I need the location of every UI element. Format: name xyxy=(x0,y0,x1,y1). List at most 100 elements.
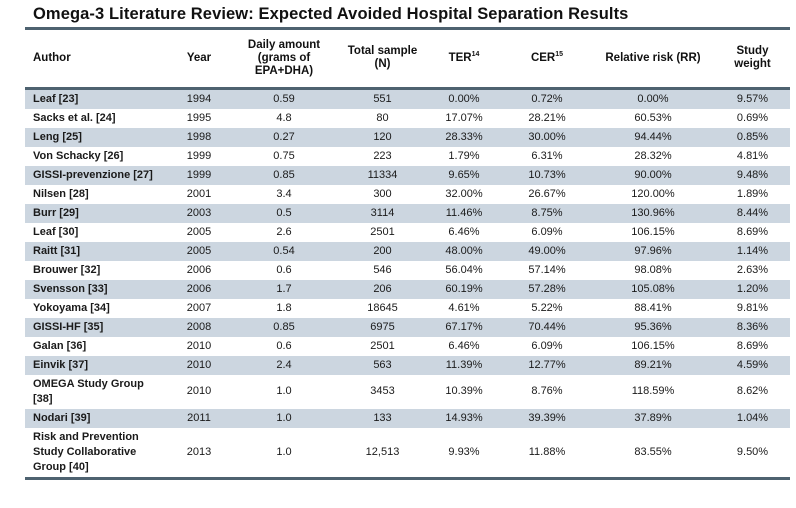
cell-study-weight: 8.36% xyxy=(736,320,769,333)
cell-daily-amount: 1.7 xyxy=(276,282,292,295)
cell-author: Leaf [30] xyxy=(33,225,79,238)
cell-study-weight: 1.04% xyxy=(736,411,769,424)
cell-relative-risk: 118.59% xyxy=(631,385,675,397)
cell-total-sample: 563 xyxy=(373,358,392,371)
column-header-daily-amount: Daily amount (grams of EPA+DHA) xyxy=(228,30,340,88)
cell-author: Burr [29] xyxy=(33,206,79,219)
column-header-label: Year xyxy=(186,51,212,64)
cell-year: 1998 xyxy=(186,130,212,143)
cell-author: Yokoyama [34] xyxy=(33,301,110,314)
table-row: Raitt [31] 2005 0.54 200 48.00% 49.00% 97.96% 1… xyxy=(25,241,790,261)
cell-daily-amount: 1.0 xyxy=(276,385,292,397)
column-header-label: Study weight xyxy=(734,45,771,71)
cell-relative-risk: 90.00% xyxy=(634,168,672,181)
cell-ter: 6.46% xyxy=(448,225,480,238)
table-row: Brouwer [32] 2006 0.6 546 56.04% 57.14% 98.08%… xyxy=(25,261,790,280)
cell-year: 2005 xyxy=(186,225,212,238)
cell-total-sample: 120 xyxy=(373,130,392,143)
column-header-label: CER xyxy=(530,51,556,64)
page-title: Omega-3 Literature Review: Expected Avoi… xyxy=(33,5,629,23)
cell-ter: 4.61% xyxy=(448,301,480,314)
cell-cer: 6.09% xyxy=(531,339,563,352)
table-row: Leaf [23] 1994 0.59 551 0.00% 0.72% 0.00% 9.57% xyxy=(25,88,790,109)
cell-total-sample: 18645 xyxy=(367,301,398,314)
cell-cer: 57.14% xyxy=(528,263,566,276)
cell-daily-amount: 0.6 xyxy=(276,339,292,352)
table-row: OMEGA Study Group [38] 2010 1.0 3453 10.39% 8… xyxy=(25,375,790,409)
table-row: Risk and Prevention Study Collaborative … xyxy=(25,428,790,478)
cell-relative-risk: 37.89% xyxy=(634,411,672,424)
table-row: GISSI-prevenzione [27] 1999 0.85 11334 9.65%… xyxy=(25,165,790,185)
cell-ter: 32.00% xyxy=(445,187,483,200)
cell-year: 2013 xyxy=(186,445,212,458)
cell-cer: 5.22% xyxy=(531,301,563,314)
table-row: Galan [36] 2010 0.6 2501 6.46% 6.09% 106.15% 8.… xyxy=(25,337,790,356)
cell-study-weight: 8.62% xyxy=(736,385,769,397)
cell-study-weight: 4.59% xyxy=(736,358,769,371)
cell-daily-amount: 2.4 xyxy=(276,358,292,371)
cell-year: 2010 xyxy=(186,339,212,352)
cell-ter: 10.39% xyxy=(445,385,483,397)
cell-total-sample: 11334 xyxy=(367,168,398,181)
column-header-author: Author xyxy=(25,30,170,88)
cell-total-sample: 80 xyxy=(376,111,389,124)
table-row: Leng [25] 1998 0.27 120 28.33% 30.00% 94.44% 0.… xyxy=(25,127,790,147)
cell-cer: 70.44% xyxy=(528,320,566,333)
cell-ter: 9.93% xyxy=(448,445,480,458)
cell-ter: 6.46% xyxy=(448,339,480,352)
cell-author: GISSI-prevenzione [27] xyxy=(33,168,153,181)
column-header-label: Daily amount (grams of EPA+DHA) xyxy=(247,38,321,77)
cell-cer: 11.88% xyxy=(528,445,566,458)
table-header: Author Year Daily amount (grams of EPA+D… xyxy=(25,30,790,88)
cell-ter: 11.46% xyxy=(445,206,483,219)
cell-ter: 9.65% xyxy=(448,168,480,181)
cell-year: 2010 xyxy=(186,358,212,371)
cell-total-sample: 2501 xyxy=(370,339,395,352)
cell-relative-risk: 120.00% xyxy=(631,187,675,200)
cell-daily-amount: 0.27 xyxy=(273,130,295,143)
table-body: Leaf [23] 1994 0.59 551 0.00% 0.72% 0.00% 9.57%… xyxy=(25,88,790,478)
cell-cer: 6.31% xyxy=(531,149,563,162)
cell-study-weight: 1.20% xyxy=(736,282,769,295)
footnote-marker: 14 xyxy=(471,50,480,58)
cell-relative-risk: 95.36% xyxy=(634,320,672,333)
cell-year: 2011 xyxy=(187,411,211,424)
cell-author: Leng [25] xyxy=(33,130,82,143)
cell-study-weight: 1.14% xyxy=(736,244,769,257)
cell-relative-risk: 94.44% xyxy=(634,130,672,143)
cell-daily-amount: 2.6 xyxy=(276,225,292,238)
cell-total-sample: 3114 xyxy=(370,206,395,219)
cell-ter: 1.79% xyxy=(448,149,480,162)
cell-relative-risk: 88.41% xyxy=(634,301,672,314)
cell-study-weight: 1.89% xyxy=(736,187,769,200)
table-row: Burr [29] 2003 0.5 3114 11.46% 8.75% 130.96% 8.… xyxy=(25,203,790,223)
cell-total-sample: 2501 xyxy=(370,225,395,238)
cell-total-sample: 206 xyxy=(373,282,392,295)
cell-relative-risk: 105.08% xyxy=(631,282,675,295)
cell-daily-amount: 0.85 xyxy=(273,320,295,333)
cell-study-weight: 9.48% xyxy=(736,168,769,181)
cell-study-weight: 2.63% xyxy=(736,263,769,276)
cell-relative-risk: 83.55% xyxy=(634,445,672,458)
column-header-label: Total sample (N) xyxy=(347,45,418,71)
cell-total-sample: 6975 xyxy=(370,320,395,333)
cell-ter: 11.39% xyxy=(445,358,483,371)
cell-author: Leaf [23] xyxy=(33,92,79,105)
cell-study-weight: 8.69% xyxy=(736,339,769,352)
cell-ter: 14.93% xyxy=(445,411,483,424)
cell-year: 2007 xyxy=(186,301,212,314)
cell-daily-amount: 4.8 xyxy=(276,111,292,124)
cell-daily-amount: 1.8 xyxy=(276,301,292,314)
cell-study-weight: 0.85% xyxy=(736,130,769,143)
cell-relative-risk: 106.15% xyxy=(631,225,675,238)
cell-ter: 60.19% xyxy=(445,282,483,295)
cell-daily-amount: 1.0 xyxy=(276,445,292,458)
cell-relative-risk: 28.32% xyxy=(634,149,672,162)
table-row: Leaf [30] 2005 2.6 2501 6.46% 6.09% 106.15% 8.6… xyxy=(25,223,790,242)
cell-author: Sacks et al. [24] xyxy=(33,111,116,124)
cell-author: GISSI-HF [35] xyxy=(33,320,104,333)
cell-year: 2008 xyxy=(186,320,212,333)
cell-ter: 56.04% xyxy=(445,263,483,276)
cell-cer: 12.77% xyxy=(528,358,566,371)
cell-author: Galan [36] xyxy=(33,339,87,352)
